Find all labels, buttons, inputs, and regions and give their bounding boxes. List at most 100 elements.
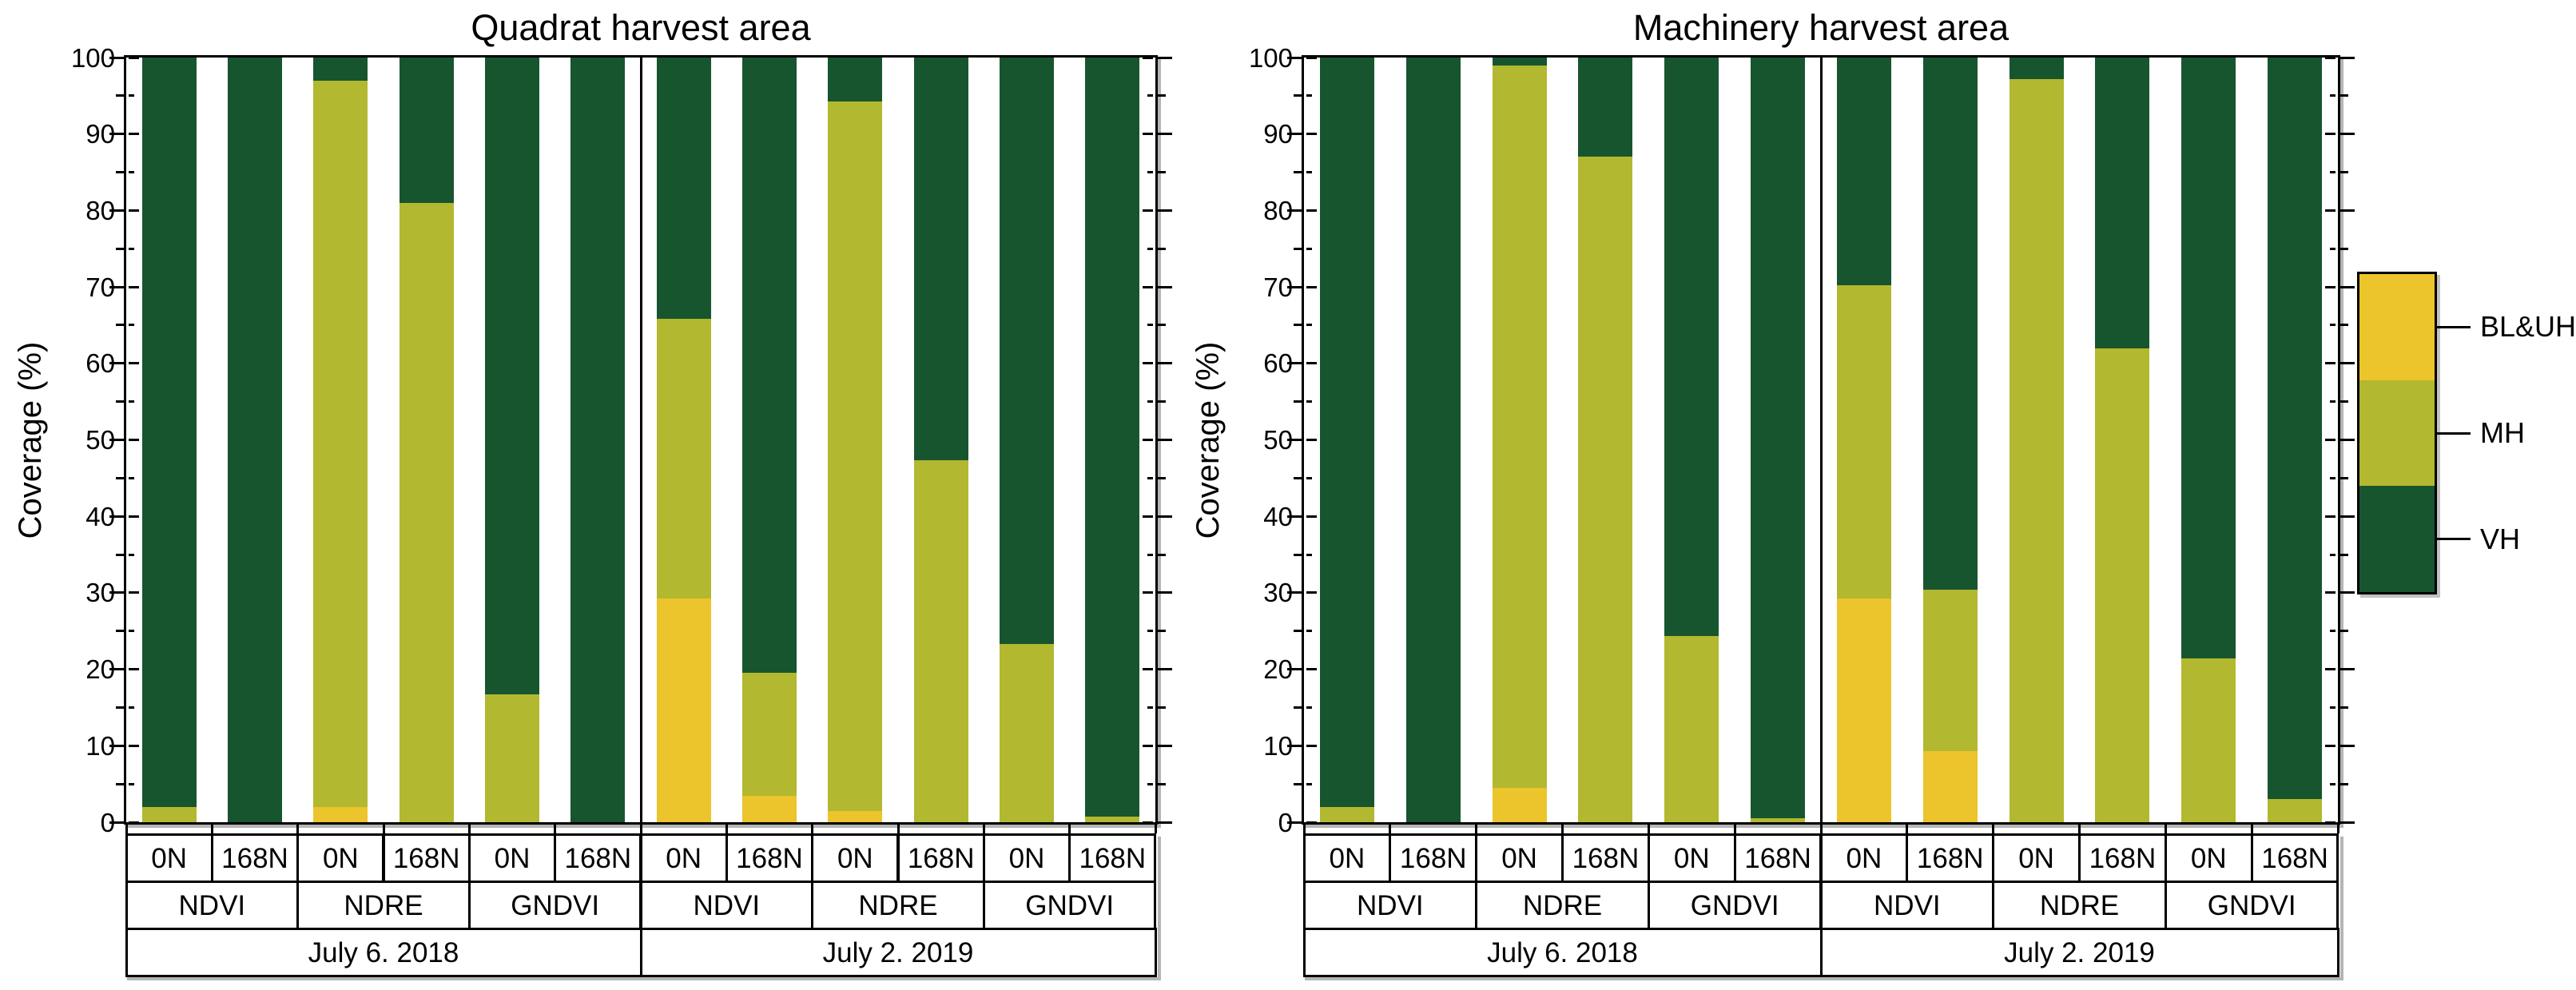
y-tick-right-inner: [2330, 476, 2335, 479]
y-tick-label: 40: [85, 501, 115, 531]
bar-0N-GNDVI: [1664, 58, 1719, 822]
y-tick-right: [2340, 821, 2355, 824]
y-tick-left: [116, 706, 124, 709]
y-tick-right: [1158, 171, 1166, 174]
y-tick-right: [1158, 56, 1172, 59]
n-rate-cell: 0N: [1302, 833, 1392, 883]
y-tick-left-inner: [129, 133, 139, 136]
y-tick-left: [109, 209, 124, 212]
x-tick: [1068, 825, 1071, 833]
bar-segment-vh: [570, 58, 626, 822]
n-rate-cell: 168N: [1389, 833, 1478, 883]
bar-segment-mh: [485, 694, 539, 822]
y-tick-left-inner: [129, 324, 134, 327]
n-rate-cell: 0N: [811, 833, 900, 883]
n-rate-cell: 0N: [1647, 833, 1736, 883]
y-tick-label: 80: [85, 195, 115, 225]
n-rate-cell: 168N: [210, 833, 300, 883]
y-tick-left-inner: [1306, 362, 1317, 365]
index-cell: NDVI: [639, 881, 814, 930]
bar-segment-bl_uh: [313, 806, 368, 822]
y-tick-left: [1294, 94, 1302, 97]
y-tick-left-inner: [1306, 285, 1317, 288]
bar-segment-mh: [1922, 590, 1978, 751]
x-tick: [1733, 825, 1736, 833]
bar-segment-bl_uh: [1836, 598, 1891, 822]
bar-segment-vh: [1664, 58, 1719, 636]
y-tick-right-inner: [1143, 821, 1153, 824]
y-tick-label: 20: [1263, 654, 1293, 685]
x-tick: [1906, 825, 1909, 833]
y-tick-right-inner: [1147, 400, 1153, 404]
y-tick-right: [2340, 171, 2348, 174]
bar-168N-NDVI: [228, 58, 282, 822]
bar-0N-NDRE: [313, 58, 368, 822]
y-tick-left: [109, 668, 124, 671]
y-tick-right: [2340, 209, 2355, 212]
y-tick-left-inner: [129, 285, 139, 288]
y-tick-left: [116, 171, 124, 174]
y-axis-label: Coverage (%): [13, 341, 48, 539]
y-tick-left: [1287, 821, 1302, 824]
y-tick-left-inner: [1306, 247, 1312, 250]
index-cell: NDVI: [1302, 881, 1478, 930]
x-tick: [1647, 825, 1650, 833]
y-tick-right: [1158, 821, 1172, 824]
bar-168N-NDVI: [742, 58, 797, 822]
bar-segment-vh: [228, 58, 282, 822]
y-tick-right-inner: [2330, 782, 2335, 785]
y-tick-right: [1158, 400, 1166, 404]
y-tick-right: [2340, 476, 2348, 479]
y-tick-right-inner: [1143, 668, 1153, 671]
n-rate-cell: 0N: [1475, 833, 1564, 883]
y-tick-label: 100: [1248, 42, 1293, 73]
y-tick-right: [2340, 591, 2355, 594]
y-tick-left-inner: [129, 439, 139, 441]
date-cell: July 2. 2019: [1819, 928, 2339, 977]
y-tick-right-inner: [2325, 668, 2335, 671]
x-tick: [1561, 825, 1564, 833]
y-tick-right: [2340, 553, 2348, 556]
y-tick-left-inner: [129, 591, 139, 594]
y-tick-right: [1158, 515, 1172, 518]
y-axis-label: Coverage (%): [1191, 341, 1226, 539]
y-tick-left: [116, 782, 124, 785]
bar-segment-bl_uh: [1922, 751, 1978, 822]
y-tick-left: [109, 439, 124, 441]
y-tick-left-inner: [129, 515, 139, 518]
y-tick-right: [2340, 56, 2355, 59]
y-tick-left: [116, 400, 124, 404]
y-tick-left-inner: [129, 247, 134, 250]
y-tick-left: [109, 821, 124, 824]
y-tick-right-inner: [1143, 362, 1153, 365]
x-tick: [2078, 825, 2081, 833]
y-tick-left: [1287, 285, 1302, 288]
y-tick-right-inner: [1147, 630, 1153, 633]
y-tick-right: [1158, 706, 1166, 709]
bar-segment-vh: [1492, 58, 1547, 66]
legend: [2357, 272, 2437, 594]
x-tick: [1992, 825, 1995, 833]
y-tick-left: [1287, 133, 1302, 136]
n-rate-cell: 168N: [2078, 833, 2167, 883]
y-tick-right-inner: [2325, 439, 2335, 441]
bar-segment-vh: [141, 58, 197, 807]
y-tick-label: 60: [1263, 348, 1293, 379]
y-tick-left: [1294, 706, 1302, 709]
y-tick-label: 50: [1263, 425, 1293, 455]
y-tick-left: [116, 553, 124, 556]
n-rate-cell: 168N: [1068, 833, 1157, 883]
bar-segment-vh: [656, 58, 711, 320]
x-tick: [554, 825, 557, 833]
bar-segment-vh: [485, 58, 539, 695]
y-tick-left: [116, 630, 124, 633]
y-tick-left-inner: [129, 821, 139, 824]
y-tick-left-inner: [1306, 706, 1312, 709]
y-tick-left-inner: [1306, 133, 1317, 136]
y-tick-right: [1158, 324, 1166, 327]
n-rate-cell: 168N: [1733, 833, 1823, 883]
y-tick-right: [2340, 706, 2348, 709]
y-tick-left-inner: [1306, 630, 1312, 633]
y-tick-right: [1158, 782, 1166, 785]
y-tick-right-inner: [1147, 782, 1153, 785]
